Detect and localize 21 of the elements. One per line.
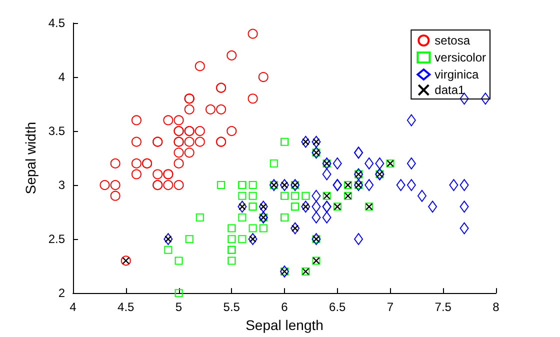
x-tick-label: 6 — [281, 300, 288, 314]
x-tick-label: 8 — [492, 300, 500, 314]
x-tick-label: 7.5 — [434, 300, 452, 314]
x-tick-label: 6.5 — [329, 300, 346, 314]
y-tick-label: 2 — [58, 286, 66, 300]
legend-label: virginica — [434, 68, 479, 82]
legend-label: setosa — [434, 34, 470, 48]
y-tick-label: 2.5 — [48, 232, 66, 246]
x-tick-label: 5 — [175, 300, 182, 314]
y-tick-label: 3 — [58, 178, 66, 192]
x-axis-title: Sepal length — [246, 317, 324, 333]
x-tick-label: 7 — [386, 300, 394, 314]
x-tick-label: 4.5 — [118, 300, 135, 314]
x-tick-label: 4 — [70, 300, 77, 314]
legend-label: data1 — [434, 83, 466, 97]
y-tick-label: 4.5 — [48, 16, 66, 30]
y-tick-label: 4 — [58, 70, 66, 84]
x-tick-label: 5.5 — [223, 300, 240, 314]
legend-label: versicolor — [434, 50, 486, 64]
y-tick-label: 3.5 — [48, 124, 66, 138]
y-axis-title: Sepal width — [22, 122, 38, 194]
